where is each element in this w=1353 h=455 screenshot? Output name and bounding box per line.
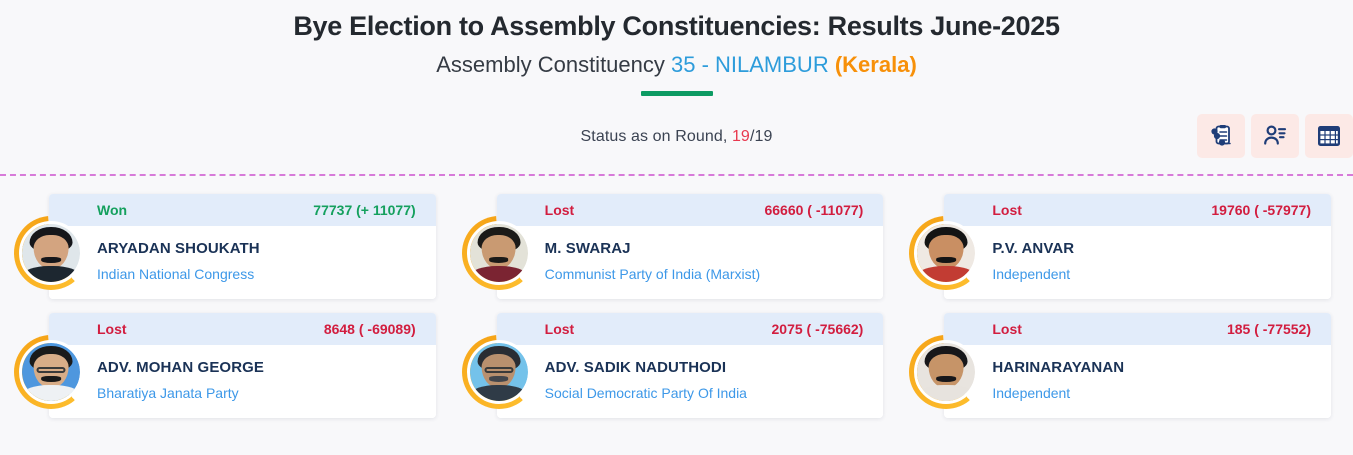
candidatewise-results-button[interactable]	[1251, 114, 1299, 159]
candidate-card[interactable]: Lost 185 ( -77552) HARINARAYANAN Indepen…	[944, 313, 1332, 419]
candidate-photo	[469, 343, 528, 402]
candidate-card[interactable]: Lost 8648 ( -69089) ADV. MOHAN GEORGE Bh…	[49, 313, 436, 419]
candidate-card-slot: Lost 66660 ( -11077) M. SWARAJ Communist…	[448, 194, 896, 300]
candidate-name: HARINARAYANAN	[992, 359, 1125, 377]
candidate-photo	[917, 224, 976, 283]
status-badge: Lost	[992, 321, 1022, 338]
candidate-card-slot: Lost 19760 ( -57977) P.V. ANVAR Independ…	[895, 194, 1343, 300]
candidate-name: P.V. ANVAR	[992, 240, 1075, 258]
avatar	[909, 216, 984, 291]
section-divider	[0, 174, 1353, 177]
candidate-name: ARYADAN SHOUKATH	[97, 240, 260, 258]
avatar	[909, 335, 984, 410]
candidate-row-2: Lost 8648 ( -69089) ADV. MOHAN GEORGE Bh…	[0, 313, 1343, 419]
avatar-inner	[466, 221, 531, 286]
card-body: ARYADAN SHOUKATH Indian National Congres…	[49, 226, 436, 300]
avatar-inner	[914, 340, 979, 405]
card-body: P.V. ANVAR Independent	[944, 226, 1332, 300]
candidate-party: Social Democratic Party Of India	[544, 385, 747, 402]
constituency-prefix-label: Assembly Constituency	[436, 52, 671, 78]
card-body: HARINARAYANAN Independent	[944, 345, 1332, 419]
avatar-inner	[19, 221, 83, 286]
candidate-party: Communist Party of India (Marxist)	[544, 266, 761, 283]
card-header: Lost 185 ( -77552)	[944, 313, 1332, 346]
candidate-row-1: Won 77737 (+ 11077) ARYADAN SHOUKATH Ind…	[0, 194, 1343, 300]
candidate-party: Indian National Congress	[97, 266, 255, 283]
card-body: ADV. MOHAN GEORGE Bharatiya Janata Party	[49, 345, 436, 419]
avatar	[461, 216, 536, 291]
avatar-inner	[19, 340, 83, 405]
constituencywise-results-icon	[1208, 123, 1234, 149]
candidate-card[interactable]: Lost 66660 ( -11077) M. SWARAJ Communist…	[496, 194, 884, 300]
candidate-cards-grid: Won 77737 (+ 11077) ARYADAN SHOUKATH Ind…	[0, 194, 1353, 419]
page-title: Bye Election to Assembly Constituencies:…	[293, 11, 1060, 41]
candidate-party: Independent	[992, 266, 1071, 283]
candidate-photo	[917, 343, 976, 402]
status-badge: Lost	[544, 202, 575, 219]
page-header: Bye Election to Assembly Constituencies:…	[0, 0, 1353, 97]
status-round-text: Status as on Round, 19/19	[0, 114, 1353, 146]
vote-count: 185 ( -77552)	[1226, 321, 1312, 338]
candidate-card[interactable]: Lost 2075 ( -75662) ADV. SADIK NADUTHODI…	[496, 313, 884, 419]
table-grid-icon	[1316, 124, 1342, 148]
candidate-card-slot: Lost 2075 ( -75662) ADV. SADIK NADUTHODI…	[448, 313, 896, 419]
status-badge: Lost	[992, 202, 1022, 219]
tabular-view-button[interactable]	[1305, 114, 1353, 159]
candidate-party: Independent	[992, 385, 1071, 402]
candidate-name: M. SWARAJ	[544, 240, 631, 258]
constituency-subtitle: Assembly Constituency 35 - NILAMBUR (Ker…	[0, 50, 1353, 81]
candidate-name: ADV. MOHAN GEORGE	[97, 359, 265, 377]
candidate-card-slot: Lost 8648 ( -69089) ADV. MOHAN GEORGE Bh…	[0, 313, 448, 419]
status-badge: Lost	[544, 321, 575, 338]
card-header: Lost 19760 ( -57977)	[944, 194, 1332, 227]
avatar	[14, 335, 88, 410]
status-prefix-label: Status as on Round,	[580, 128, 732, 146]
vote-count: 8648 ( -69089)	[323, 321, 416, 338]
status-badge: Lost	[97, 321, 127, 338]
avatar-inner	[914, 221, 979, 286]
candidate-card[interactable]: Won 77737 (+ 11077) ARYADAN SHOUKATH Ind…	[49, 194, 436, 300]
candidate-name: ADV. SADIK NADUTHODI	[544, 359, 727, 377]
candidate-card-slot: Won 77737 (+ 11077) ARYADAN SHOUKATH Ind…	[0, 194, 448, 300]
vote-count: 77737 (+ 11077)	[313, 202, 416, 219]
vote-count: 19760 ( -57977)	[1211, 202, 1312, 219]
title-underline	[640, 91, 713, 97]
status-current-round: 19	[731, 128, 750, 146]
candidate-card[interactable]: Lost 19760 ( -57977) P.V. ANVAR Independ…	[944, 194, 1332, 300]
status-total-rounds: /19	[749, 128, 773, 146]
avatar	[14, 216, 88, 291]
candidate-card-slot: Lost 185 ( -77552) HARINARAYANAN Indepen…	[895, 313, 1343, 419]
candidate-photo	[22, 343, 80, 402]
card-body: M. SWARAJ Communist Party of India (Marx…	[496, 226, 884, 300]
constituency-name[interactable]: 35 - NILAMBUR	[671, 52, 829, 78]
card-header: Lost 66660 ( -11077)	[496, 194, 884, 227]
status-row: Status as on Round, 19/19	[0, 114, 1353, 166]
candidate-party: Bharatiya Janata Party	[97, 385, 239, 402]
candidate-photo	[22, 224, 80, 283]
avatar	[461, 335, 536, 410]
vote-count: 66660 ( -11077)	[764, 202, 864, 219]
card-header: Lost 2075 ( -75662)	[496, 313, 884, 346]
state-name: (Kerala)	[834, 52, 917, 78]
card-header: Won 77737 (+ 11077)	[49, 194, 436, 227]
candidate-photo	[469, 224, 528, 283]
constituencywise-results-button[interactable]	[1197, 114, 1245, 159]
card-header: Lost 8648 ( -69089)	[49, 313, 436, 346]
candidate-person-icon	[1262, 123, 1288, 149]
vote-count: 2075 ( -75662)	[771, 321, 864, 338]
card-body: ADV. SADIK NADUTHODI Social Democratic P…	[496, 345, 884, 419]
status-badge: Won	[97, 202, 128, 219]
toolbar-icon-buttons	[1197, 114, 1353, 159]
avatar-inner	[466, 340, 531, 405]
